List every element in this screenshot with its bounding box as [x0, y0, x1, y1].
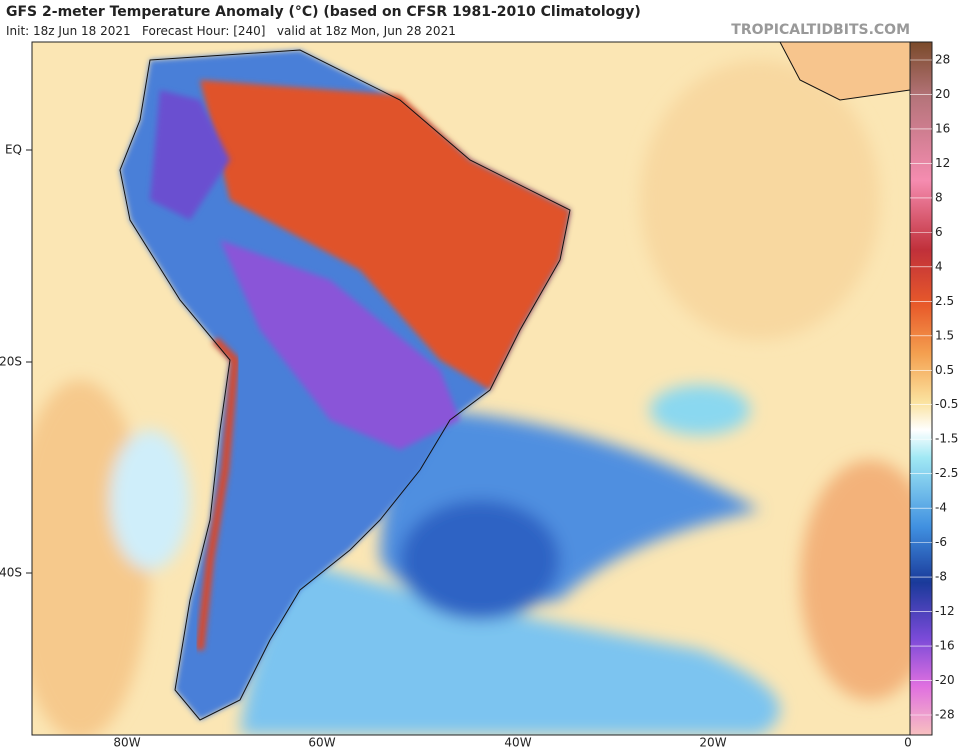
colorbar-label: 16 — [935, 121, 950, 135]
colorbar-label: -4 — [935, 501, 947, 515]
longitude-label: 40W — [504, 736, 531, 750]
longitude-label: 60W — [308, 736, 335, 750]
colorbar-label: 0.5 — [935, 363, 954, 377]
longitude-label: 0 — [904, 736, 912, 750]
colorbar-label: 6 — [935, 225, 943, 239]
colorbar-label: -0.5 — [935, 397, 958, 411]
colorbar-label: 12 — [935, 156, 950, 170]
colorbar — [909, 41, 933, 736]
colorbar-label: 2.5 — [935, 294, 954, 308]
colorbar-label: -1.5 — [935, 432, 958, 446]
colorbar-label: -28 — [935, 708, 955, 722]
latitude-label: 40S — [0, 566, 22, 580]
latitude-label: EQ — [5, 143, 22, 157]
colorbar-label: 4 — [935, 259, 943, 273]
colorbar-label: -12 — [935, 604, 955, 618]
colorbar-label: 1.5 — [935, 328, 954, 342]
colorbar-label: 28 — [935, 53, 950, 67]
colorbar-label: 20 — [935, 87, 950, 101]
latitude-label: 20S — [0, 355, 22, 369]
anomaly-field — [32, 42, 910, 735]
title: GFS 2-meter Temperature Anomaly (°C) (ba… — [6, 4, 641, 20]
longitude-label: 80W — [113, 736, 140, 750]
colorbar-label: -16 — [935, 639, 955, 653]
colorbar-label: -6 — [935, 535, 947, 549]
colorbar-label: -2.5 — [935, 466, 958, 480]
colorbar-label: -20 — [935, 673, 955, 687]
colorbar-label: -8 — [935, 570, 947, 584]
colorbar-label: 8 — [935, 190, 943, 204]
longitude-label: 20W — [699, 736, 726, 750]
subtitle: Init: 18z Jun 18 2021 Forecast Hour: [24… — [6, 24, 456, 38]
watermark: TROPICALTIDBITS.COM — [731, 22, 910, 38]
